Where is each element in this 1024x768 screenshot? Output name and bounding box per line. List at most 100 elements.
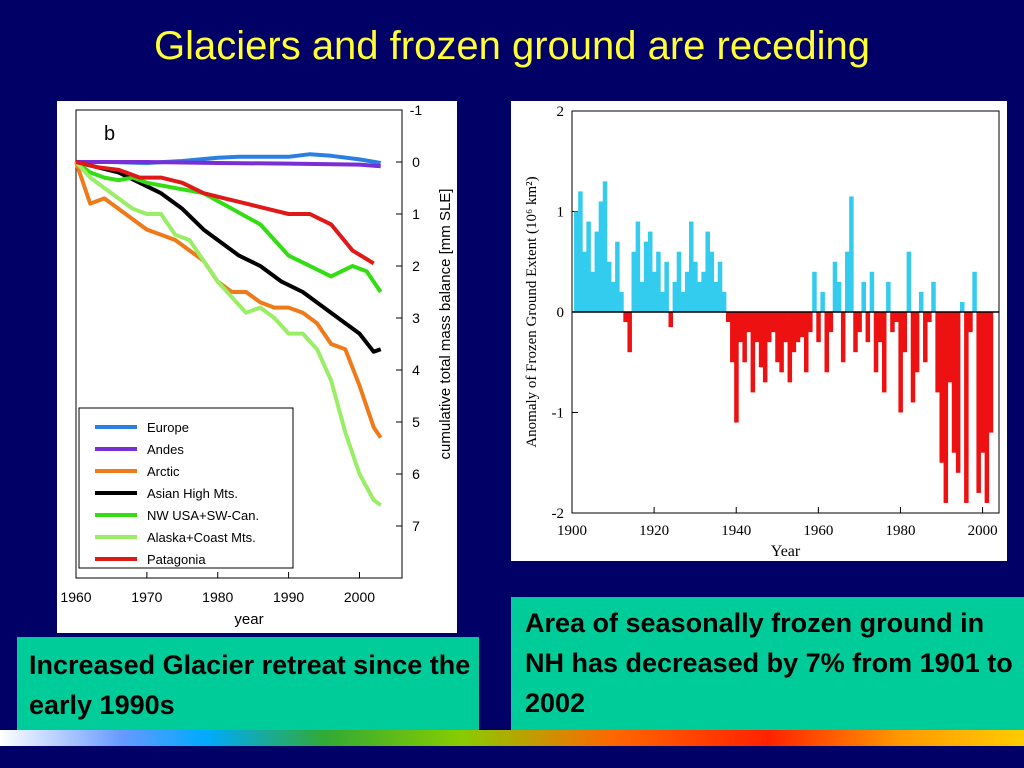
anomaly-bar-negative: [623, 312, 628, 323]
y-tick-label: 6: [412, 466, 420, 482]
anomaly-bar-negative: [742, 312, 747, 363]
frozen-ground-chart: 2 1 0 -1 -2 1900 1920 1940 1960 1980 2000 Year Anoma…: [511, 101, 1007, 561]
x-tick-label: 1900: [557, 523, 587, 539]
y-tick-label: 5: [412, 414, 420, 430]
legend-label: Alaska+Coast Mts.: [147, 530, 256, 545]
anomaly-bar-positive: [582, 251, 587, 312]
x-axis-label: Year: [771, 543, 801, 560]
y-tick-label: 1: [412, 206, 420, 222]
x-tick-label: 1980: [885, 523, 915, 539]
anomaly-bar-positive: [664, 261, 669, 312]
anomaly-bar-negative: [898, 312, 903, 413]
anomaly-bar-positive: [717, 261, 723, 312]
anomaly-bar-positive: [631, 251, 637, 312]
anomaly-bar-negative: [964, 312, 969, 503]
anomaly-bar-positive: [643, 241, 649, 312]
anomaly-bar-positive: [869, 271, 875, 312]
anomaly-bar-positive: [861, 281, 866, 312]
anomaly-bar-negative: [828, 312, 834, 333]
anomaly-bar-negative: [939, 312, 944, 463]
anomaly-bar-positive: [849, 196, 854, 312]
anomaly-bar-negative: [873, 312, 879, 373]
x-tick-label: 1980: [202, 589, 233, 605]
anomaly-bar-positive: [680, 291, 686, 312]
anomaly-bar-negative: [980, 312, 986, 453]
anomaly-bar-negative: [734, 312, 739, 423]
anomaly-bar-negative: [746, 312, 752, 333]
y-tick-label: -2: [552, 506, 565, 522]
y-tick-label: 0: [412, 154, 420, 170]
anomaly-bar-negative: [758, 312, 764, 368]
anomaly-bar-negative: [865, 312, 871, 343]
anomaly-bar-positive: [697, 281, 702, 312]
x-axis-label: year: [234, 611, 263, 628]
glacier-mass-balance-chart: b -1 0 1 2 3 4 5 6 7 1960 1970 1980 1990 2000 year cumul…: [57, 101, 457, 633]
anomaly-bar-negative: [750, 312, 756, 393]
anomaly-bar-positive: [689, 221, 694, 312]
anomaly-bar-negative: [857, 312, 862, 333]
anomaly-bar-positive: [693, 261, 698, 312]
panel-label: b: [104, 123, 115, 145]
series-line-nw-usa-sw-can-: [74, 160, 383, 294]
anomaly-bar-positive: [820, 291, 825, 312]
anomaly-bar-negative: [853, 312, 858, 353]
anomaly-bar-negative: [910, 312, 916, 403]
anomaly-bar-negative: [984, 312, 990, 503]
y-tick-label: 3: [412, 310, 420, 326]
x-tick-label: 2000: [344, 589, 375, 605]
y-axis-label: Anomaly of Frozen Ground Extent (10⁶ km²…: [524, 176, 540, 447]
legend-label: Europe: [147, 420, 189, 435]
x-tick-label: 1920: [639, 523, 669, 539]
anomaly-bar-negative: [795, 312, 801, 343]
anomaly-bar-negative: [877, 312, 883, 343]
y-tick-label: -1: [552, 406, 565, 422]
anomaly-bar-positive: [660, 291, 665, 312]
anomaly-bar-positive: [611, 281, 616, 312]
anomaly-bar-negative: [968, 312, 973, 333]
anomaly-bar-negative: [955, 312, 961, 473]
series-line-andes: [76, 160, 381, 169]
anomaly-bar-negative: [754, 312, 760, 343]
series-line-arctic: [74, 161, 383, 439]
anomaly-bar-negative: [935, 312, 940, 393]
anomaly-bar-negative: [783, 312, 788, 343]
anomaly-bar-positive: [615, 241, 620, 312]
anomaly-bar-positive: [606, 261, 612, 312]
legend-label: Asian High Mts.: [147, 486, 238, 501]
x-tick-label: 1940: [721, 523, 751, 539]
plot-frame: [75, 109, 403, 579]
anomaly-bar-negative: [840, 312, 846, 363]
anomaly-bar-negative: [767, 312, 772, 343]
anomaly-bar-positive: [886, 281, 891, 312]
anomaly-bar-negative: [725, 312, 731, 323]
anomaly-bar-negative: [951, 312, 957, 453]
series-line-asian-high-mts-: [75, 160, 382, 354]
anomaly-bar-positive: [832, 261, 838, 312]
x-tick-label: 1970: [131, 589, 162, 605]
legend-label: Arctic: [147, 464, 180, 479]
anomaly-bar-positive: [676, 251, 682, 312]
anomaly-bar-positive: [721, 291, 727, 312]
anomaly-bar-negative: [808, 312, 813, 333]
y-tick-label: 7: [412, 518, 420, 534]
anomaly-bar-positive: [656, 251, 661, 312]
x-tick-label: 2000: [968, 523, 998, 539]
series-line-patagonia: [75, 160, 375, 266]
anomaly-bar-negative: [738, 312, 743, 343]
anomaly-bar-positive: [672, 281, 678, 312]
anomaly-bar-positive: [836, 281, 842, 312]
y-tick-label: 4: [412, 362, 420, 378]
anomaly-bar-negative: [779, 312, 784, 373]
anomaly-bar-positive: [639, 281, 645, 312]
anomaly-bar-negative: [799, 312, 805, 338]
anomaly-bar-negative: [824, 312, 830, 373]
anomaly-bar-negative: [923, 312, 928, 363]
x-tick-label: 1960: [803, 523, 833, 539]
x-tick-label: 1960: [60, 589, 91, 605]
legend-box: [78, 407, 294, 569]
anomaly-bar-negative: [787, 312, 793, 383]
anomaly-bar-positive: [602, 181, 608, 312]
anomaly-bar-positive: [590, 271, 595, 312]
anomaly-bar-positive: [647, 231, 653, 312]
y-tick-label: 0: [557, 305, 565, 321]
